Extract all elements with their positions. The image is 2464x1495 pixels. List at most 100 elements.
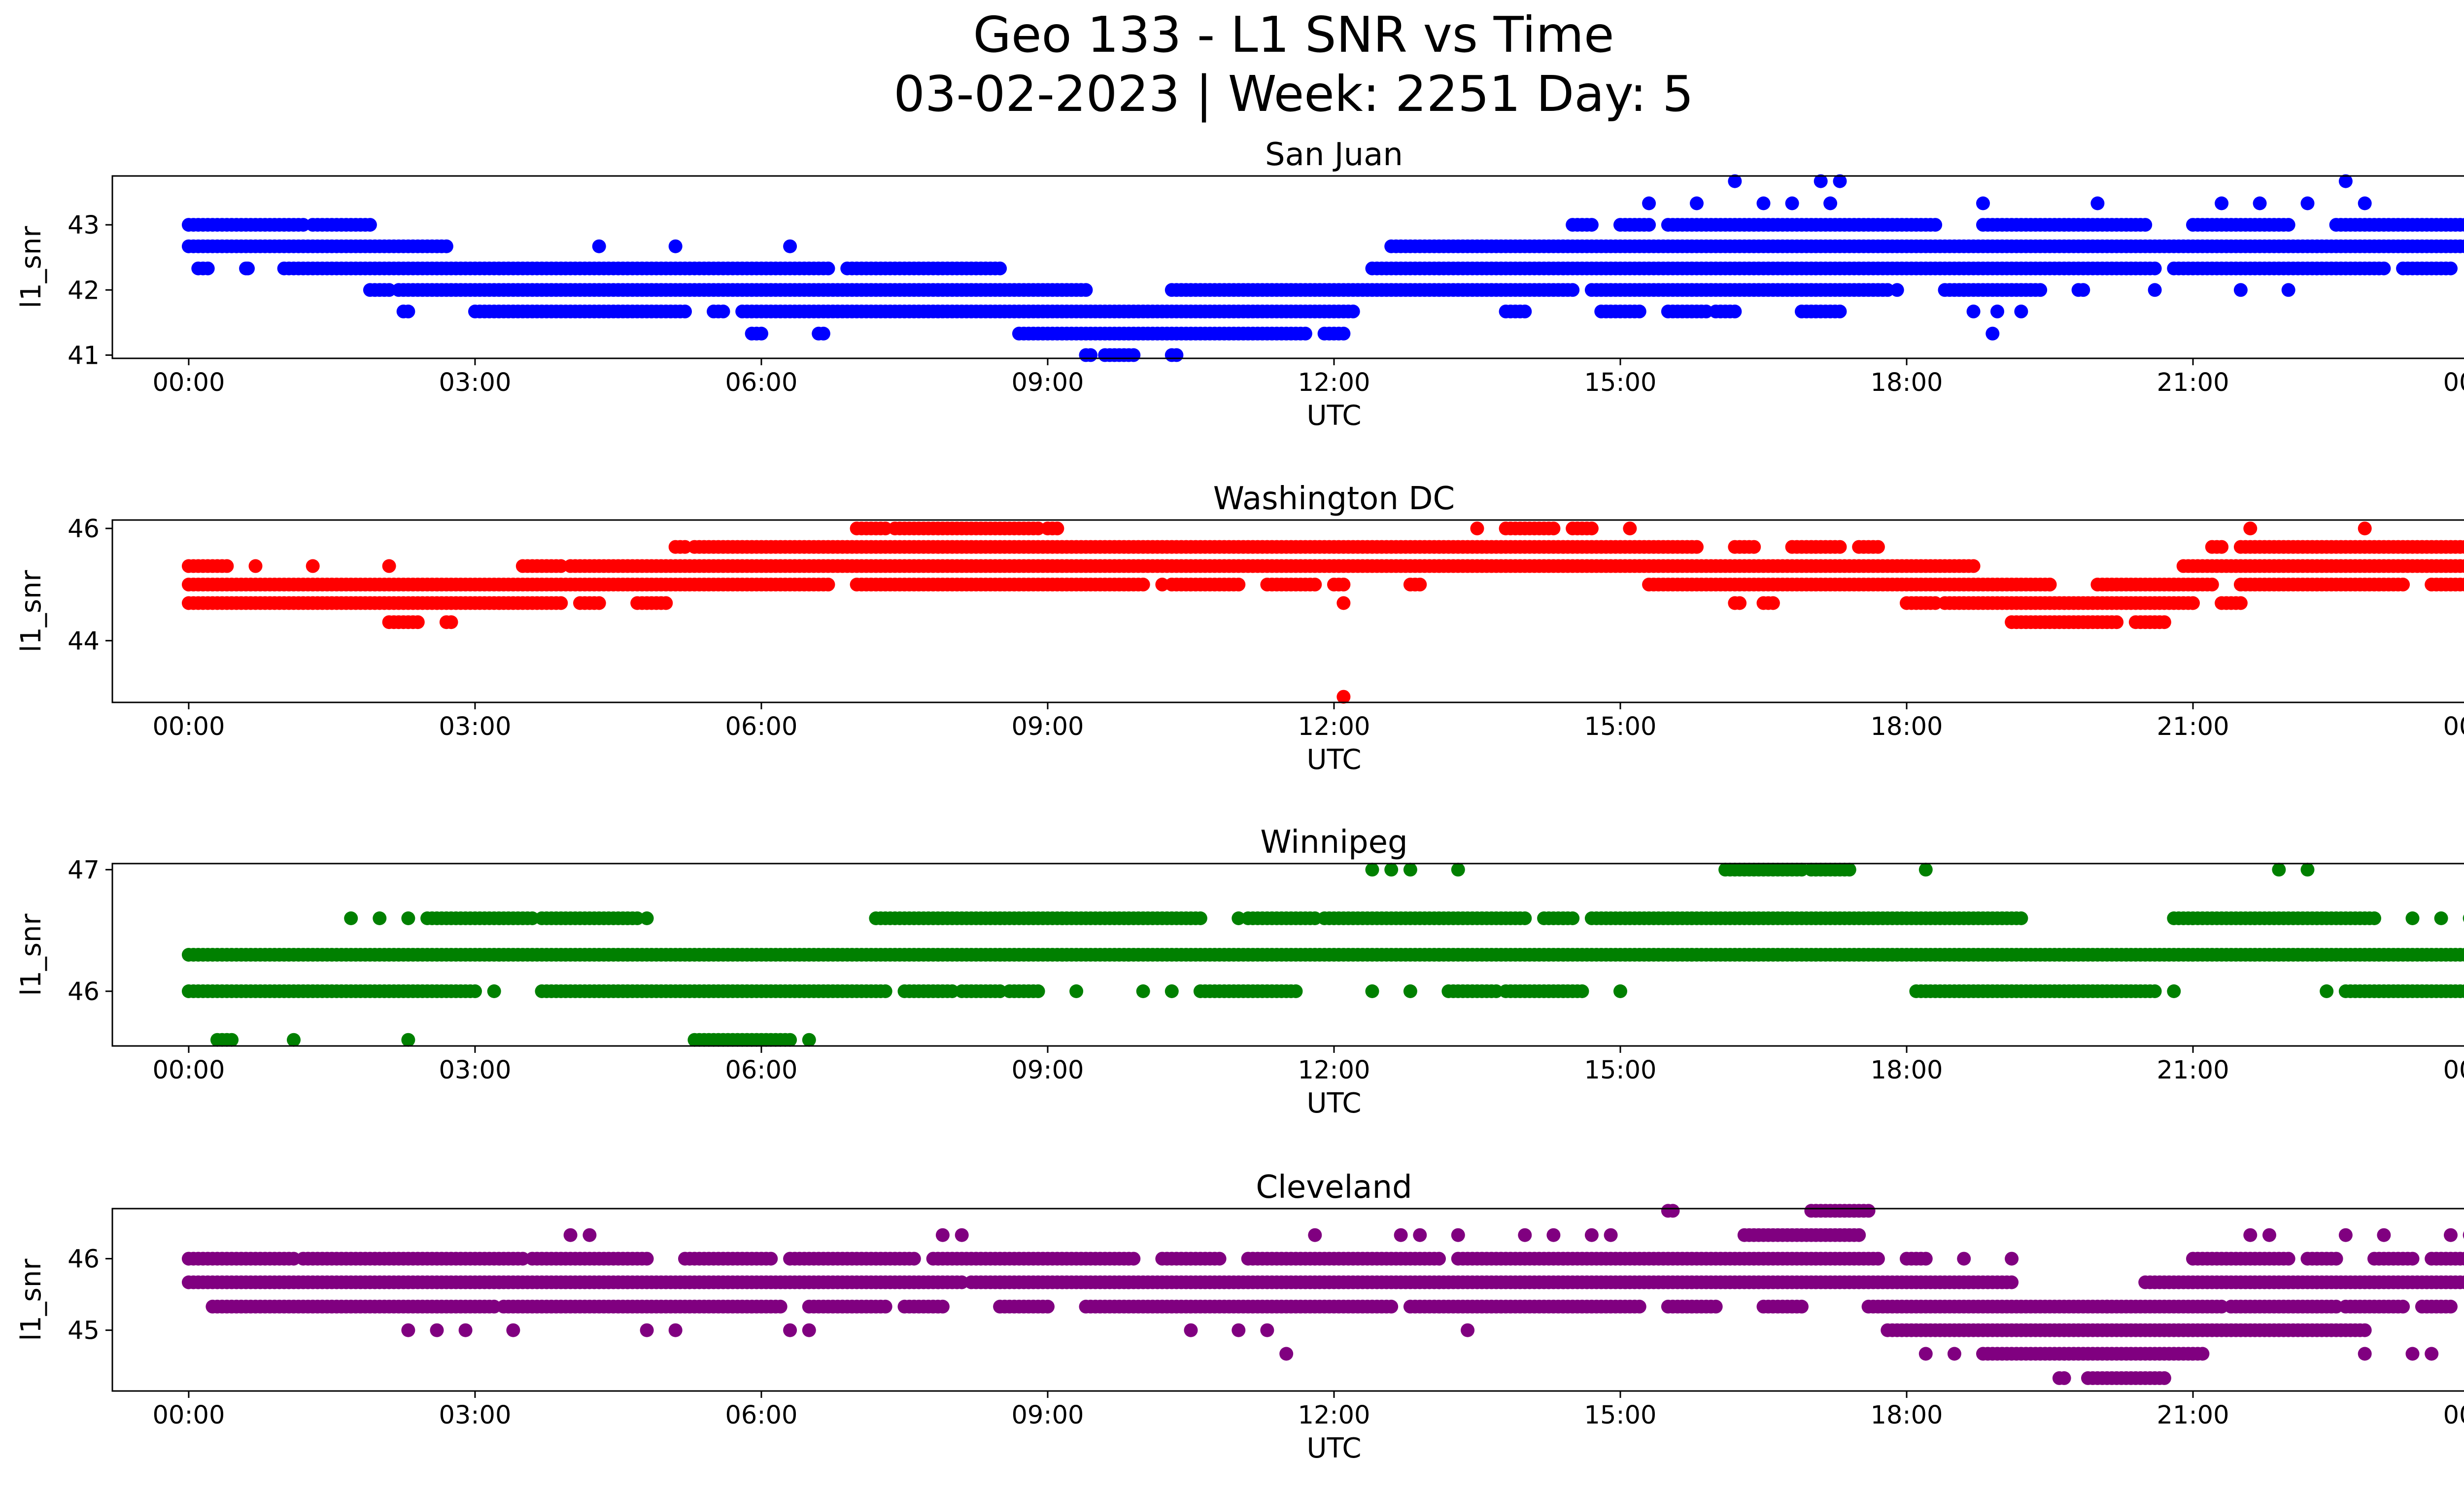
data-point	[754, 326, 768, 341]
data-point	[1365, 863, 1379, 877]
data-point	[2043, 577, 2057, 591]
data-point	[1766, 596, 1780, 610]
data-point	[1728, 174, 1742, 188]
data-point	[1842, 863, 1856, 877]
data-point	[2458, 218, 2464, 232]
data-point	[1985, 326, 2000, 341]
data-point	[592, 596, 606, 610]
y-axis-label: l1_snr	[15, 570, 47, 653]
data-point	[241, 261, 255, 276]
x-axis-label: UTC	[1306, 744, 1361, 776]
data-point	[373, 911, 387, 925]
data-point	[1546, 522, 1561, 536]
data-point	[287, 1033, 301, 1047]
data-point	[907, 1252, 921, 1266]
data-point	[468, 984, 482, 998]
x-tick-label: 00:00	[2443, 368, 2464, 397]
data-point	[1833, 304, 1847, 318]
subplot-title: Washington DC	[1213, 481, 1455, 517]
data-point	[2358, 196, 2372, 210]
x-tick-label: 12:00	[1298, 1056, 1370, 1085]
x-tick-label: 15:00	[1584, 368, 1657, 397]
data-point	[2396, 577, 2410, 591]
y-axis-label: l1_snr	[15, 226, 47, 309]
data-point	[1990, 304, 2004, 318]
data-point	[783, 1033, 797, 1047]
data-point	[2281, 283, 2295, 297]
data-point	[2463, 543, 2464, 551]
data-point	[1413, 577, 1427, 591]
x-tick-label: 00:00	[152, 1056, 225, 1085]
data-point	[2405, 1252, 2420, 1266]
data-point	[2076, 283, 2090, 297]
data-point	[1232, 577, 1246, 591]
data-point	[878, 984, 892, 998]
data-point	[2110, 615, 2124, 629]
x-tick-label: 09:00	[1011, 368, 1084, 397]
data-point	[1384, 863, 1399, 877]
data-point	[2243, 522, 2258, 536]
data-point	[1566, 911, 1580, 925]
data-point	[2272, 863, 2286, 877]
subplot-panels: San Juan 00:00 03:00 06:00 09:00 12:00 15:00 18…	[15, 137, 2464, 1464]
data-point	[816, 326, 830, 341]
data-point	[1518, 911, 1532, 925]
data-point	[2138, 218, 2153, 232]
subplot-title: Cleveland	[1256, 1169, 1412, 1206]
data-point	[821, 261, 835, 276]
x-tick-label: 18:00	[1871, 712, 1943, 741]
data-point	[1623, 522, 1637, 536]
data-point	[1861, 1204, 1876, 1218]
data-point	[1365, 984, 1379, 998]
data-point	[1069, 984, 1084, 998]
y-axis-label: l1_snr	[15, 913, 47, 996]
x-tick-label: 09:00	[1011, 712, 1084, 741]
data-point	[659, 596, 673, 610]
data-point	[2367, 911, 2381, 925]
data-point	[783, 239, 797, 253]
data-point	[878, 522, 892, 536]
data-point	[2033, 283, 2048, 297]
data-point	[344, 911, 358, 925]
subplot-title: San Juan	[1265, 137, 1403, 173]
data-point	[1031, 522, 1045, 536]
data-point	[1852, 1228, 1866, 1242]
data-point	[1336, 326, 1351, 341]
data-point	[1957, 283, 1971, 297]
data-point	[1566, 283, 1580, 297]
data-point	[1747, 540, 1761, 554]
x-tick-label: 21:00	[2157, 712, 2229, 741]
x-tick-label: 06:00	[725, 712, 797, 741]
data-point	[1966, 559, 1981, 573]
figure-title-line2: 03-02-2023 | Week: 2251 Day: 5	[893, 65, 1693, 123]
data-point	[439, 239, 453, 253]
data-point	[1336, 690, 1351, 704]
data-point	[1733, 596, 1747, 610]
data-point	[2329, 1252, 2343, 1266]
data-point	[2167, 984, 2181, 998]
data-point	[1928, 218, 1943, 232]
data-point	[1613, 984, 1627, 998]
data-point	[1584, 218, 1599, 232]
data-points	[181, 174, 2464, 362]
x-tick-label: 03:00	[439, 1056, 511, 1085]
data-point	[1518, 304, 1532, 318]
data-point	[1403, 863, 1417, 877]
data-point	[1127, 1252, 1141, 1266]
data-point	[1232, 911, 1246, 925]
data-point	[1814, 174, 1828, 188]
x-tick-label: 00:00	[2443, 1056, 2464, 1085]
data-point	[1084, 348, 1098, 362]
data-point	[678, 540, 692, 554]
data-point	[1728, 304, 1742, 318]
data-point	[1164, 984, 1179, 998]
data-point	[640, 1252, 654, 1266]
x-tick-label: 06:00	[725, 368, 797, 397]
data-point	[2215, 196, 2229, 210]
data-point	[1584, 522, 1599, 536]
data-point	[1690, 540, 1704, 554]
data-point	[2014, 911, 2028, 925]
data-point	[1666, 1204, 1680, 1218]
data-point	[1918, 1252, 1933, 1266]
